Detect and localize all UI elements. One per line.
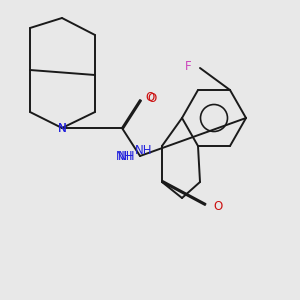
Text: O: O	[146, 91, 154, 103]
Text: N: N	[58, 122, 66, 134]
Text: NH: NH	[118, 149, 136, 163]
Text: NH: NH	[135, 143, 153, 157]
Text: O: O	[147, 92, 157, 104]
Text: F: F	[185, 59, 191, 73]
Text: O: O	[213, 200, 223, 214]
Text: N: N	[58, 122, 66, 134]
Text: NH: NH	[116, 149, 134, 163]
